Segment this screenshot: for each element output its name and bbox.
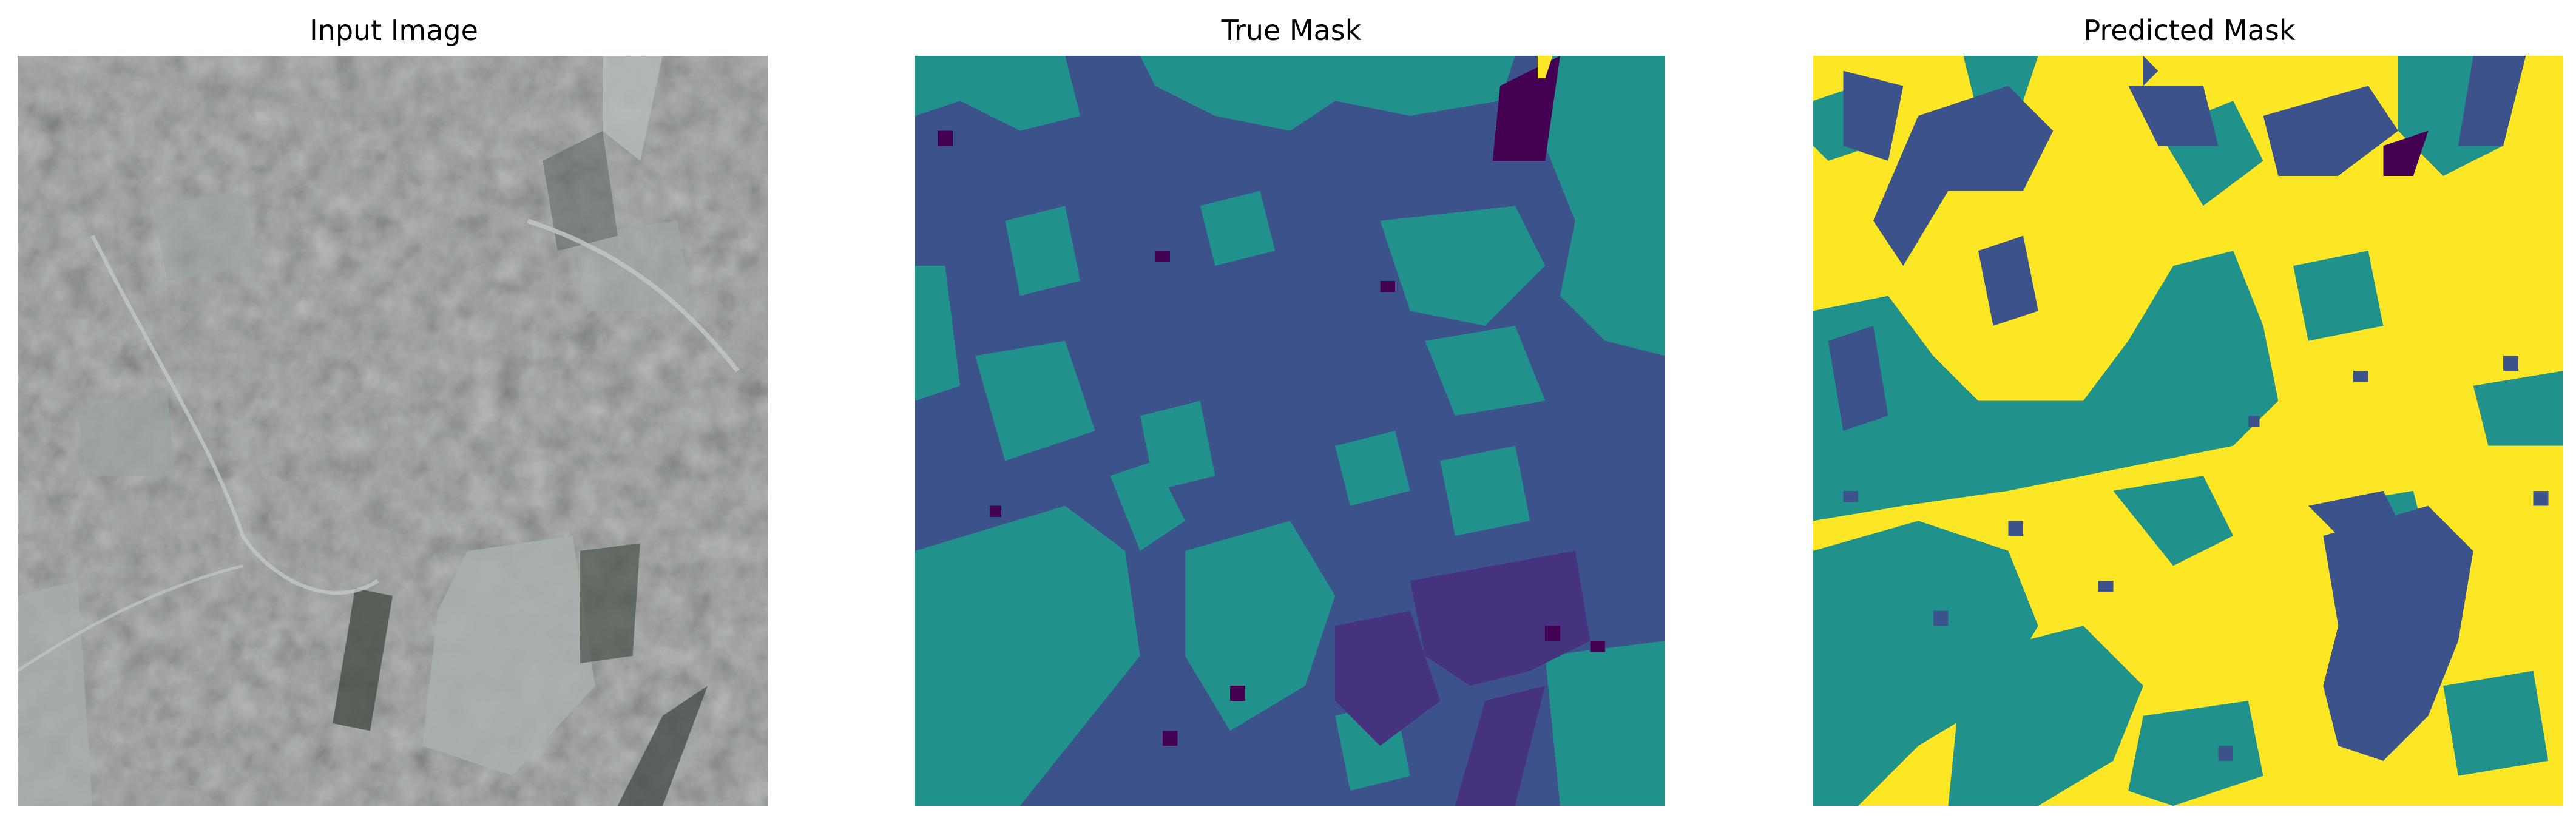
predicted-mask-graphic [1813,56,2563,806]
predicted-mask-panel: Predicted Mask [1813,0,2566,821]
aerial-image-graphic [18,56,768,806]
true-mask-title: True Mask [1221,14,1362,47]
input-image-panel: Input Image [18,0,770,821]
predicted-mask-title: Predicted Mask [2083,14,2296,47]
input-image [18,56,768,806]
predicted-mask-image [1813,56,2563,806]
true-mask-graphic [915,56,1665,806]
input-image-title: Input Image [309,14,478,47]
true-mask-image [915,56,1665,806]
true-mask-panel: True Mask [915,0,1668,821]
